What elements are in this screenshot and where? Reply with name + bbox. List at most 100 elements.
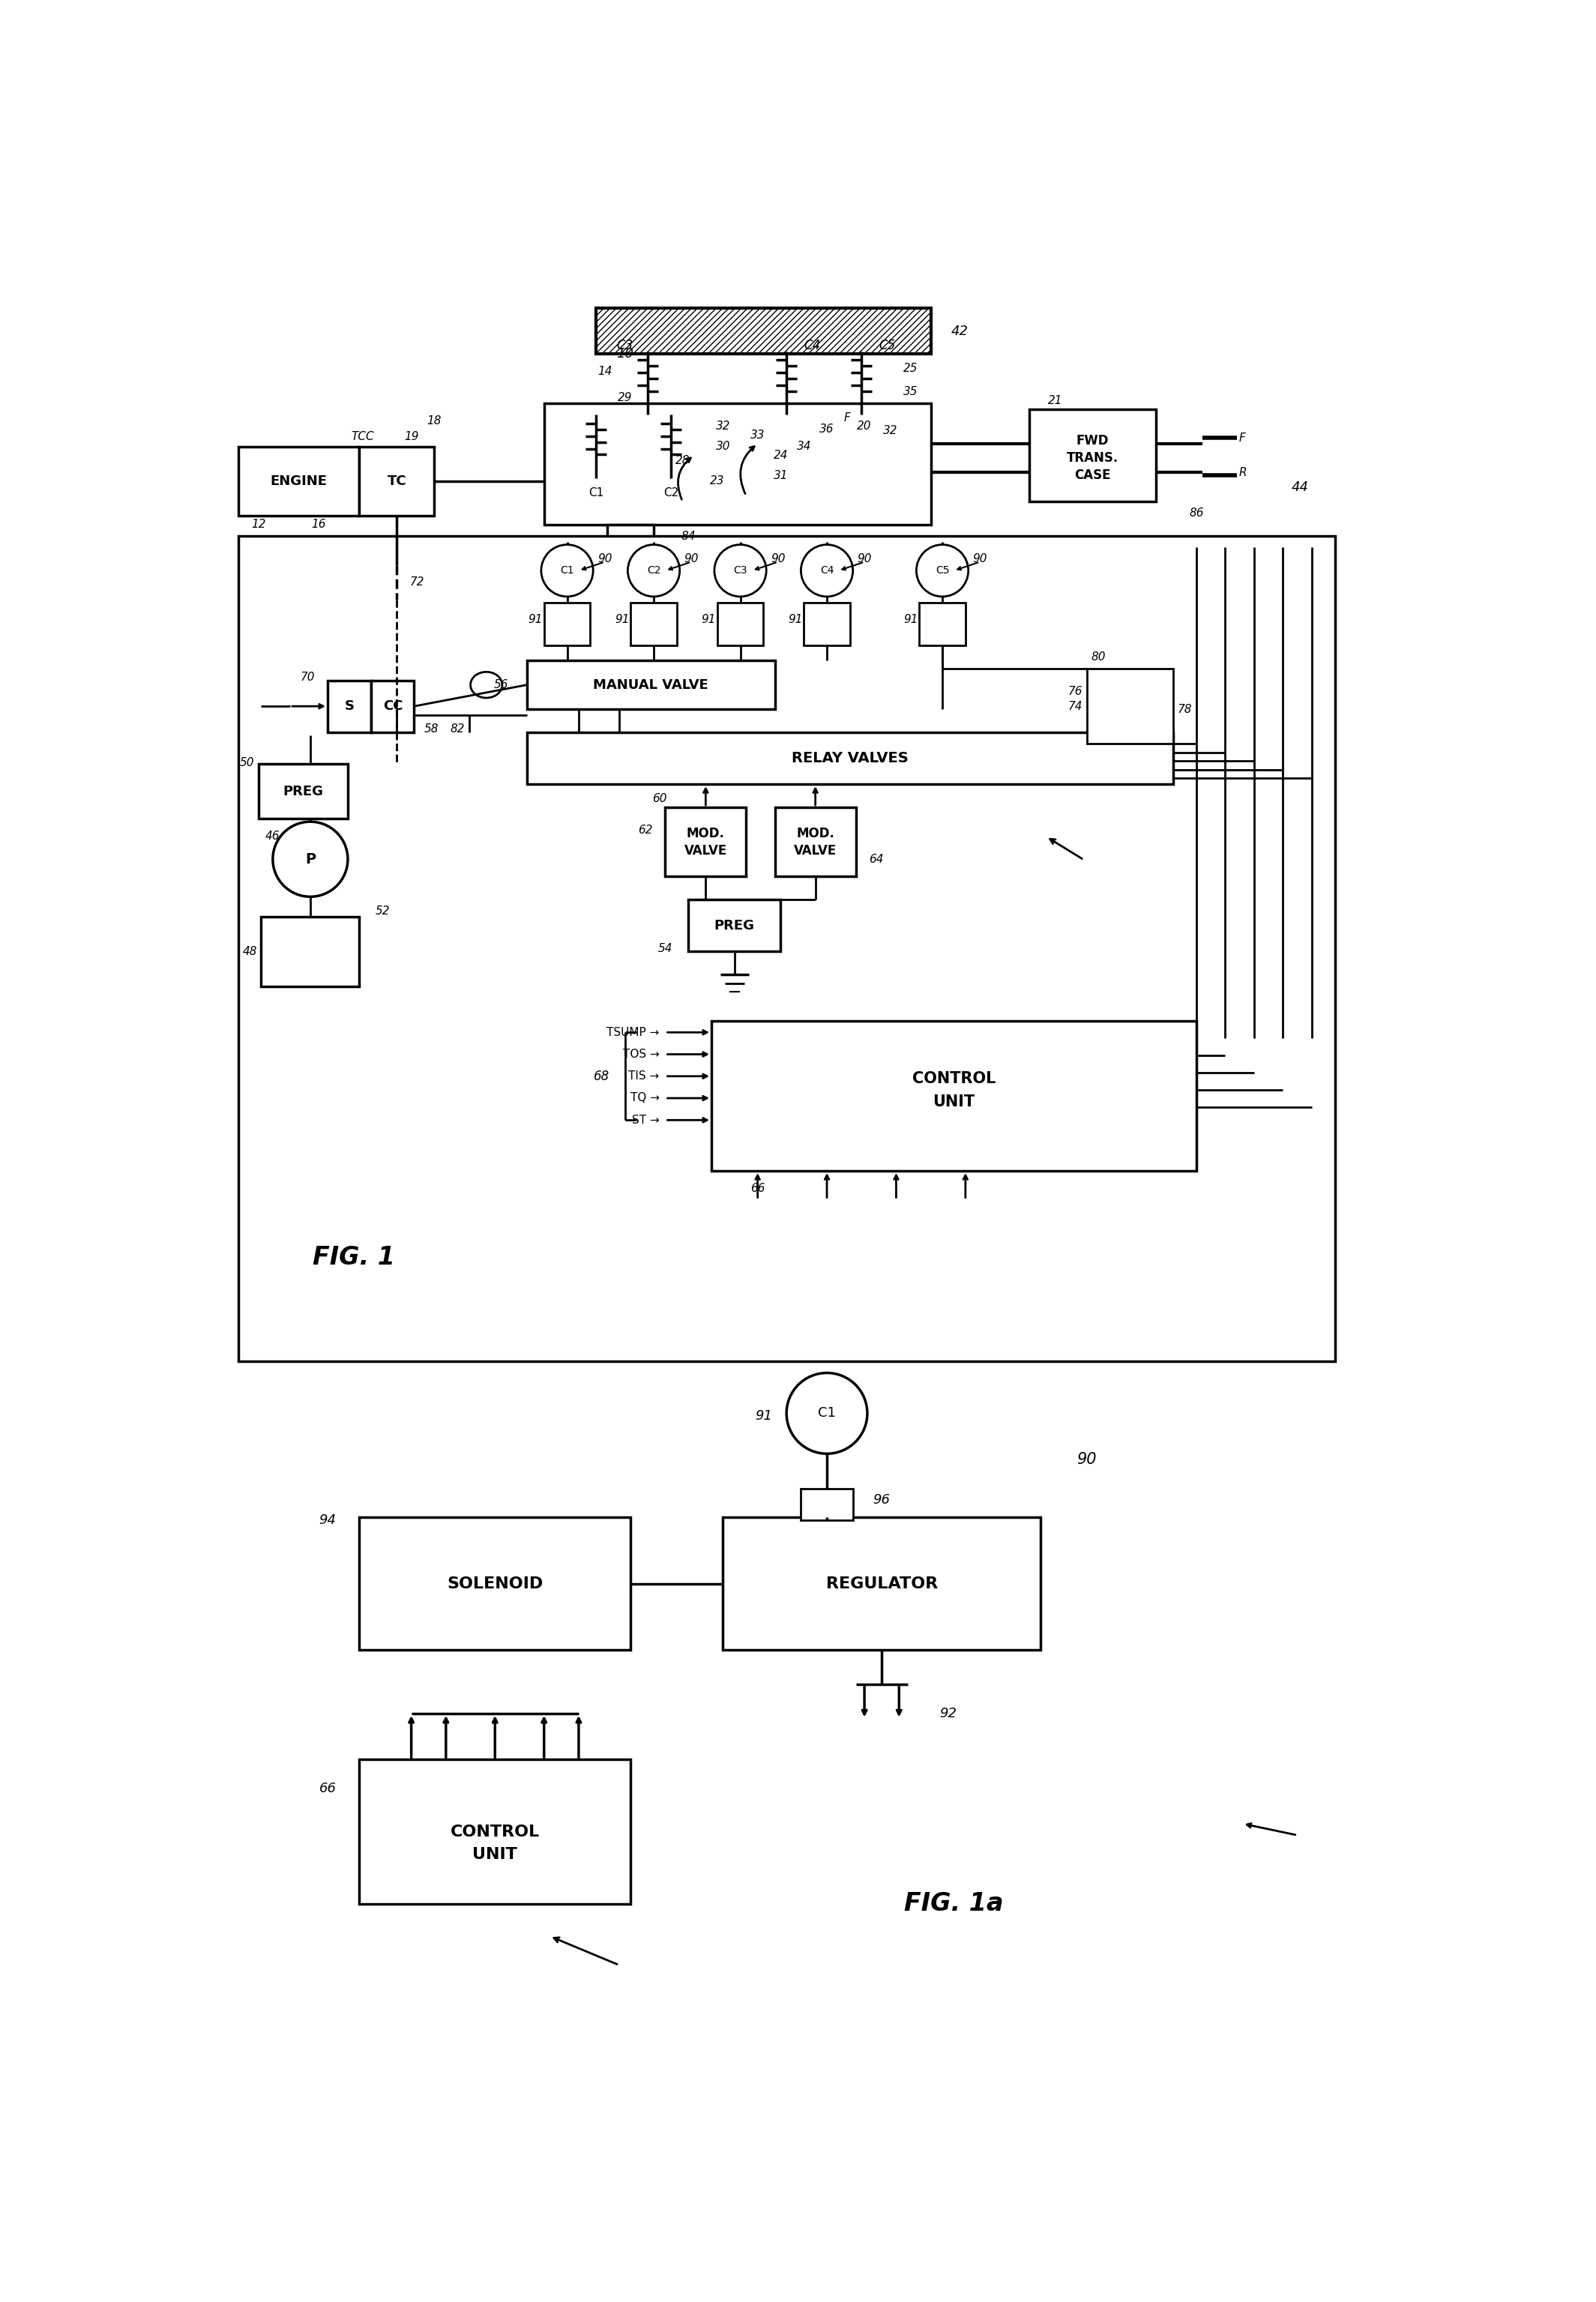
Text: 25: 25 [903,364,918,375]
Text: C5: C5 [879,338,895,352]
Bar [1029,410,1156,502]
Text: C2: C2 [664,488,678,497]
Bar [804,603,851,645]
Text: C1: C1 [817,1407,836,1420]
Circle shape [801,546,852,596]
Text: UNIT: UNIT [472,1846,517,1862]
Text: 90: 90 [1077,1453,1096,1466]
Text: 74: 74 [1068,700,1082,711]
Bar [544,403,930,525]
Text: TRANS.: TRANS. [1066,451,1119,465]
Text: 54: 54 [658,944,672,955]
Text: C1: C1 [560,566,575,576]
Bar [370,681,415,732]
Text: 14: 14 [597,366,611,378]
Text: FIG. 1a: FIG. 1a [905,1892,1004,1915]
Text: 90: 90 [685,552,699,564]
Text: 76: 76 [1068,686,1082,698]
Text: VALVE: VALVE [685,845,728,856]
Text: MANUAL VALVE: MANUAL VALVE [594,679,709,691]
Text: PREG: PREG [282,785,324,799]
Text: 91: 91 [614,615,629,626]
Text: 68: 68 [594,1070,610,1082]
Bar [527,661,776,709]
Text: 91: 91 [788,615,803,626]
Text: 64: 64 [868,854,883,866]
Text: 30: 30 [715,442,731,451]
Text: PREG: PREG [715,918,755,932]
Bar [723,1517,1041,1651]
Text: S: S [345,700,354,714]
Text: 50: 50 [239,757,254,769]
Text: 21: 21 [1047,394,1063,405]
Text: C5: C5 [935,566,950,576]
Bar [608,525,654,564]
Text: TIS →: TIS → [629,1070,659,1082]
Text: 82: 82 [450,723,464,734]
Bar [801,1489,852,1519]
Text: RELAY VALVES: RELAY VALVES [792,750,908,764]
Text: 86: 86 [1189,506,1203,518]
Text: 70: 70 [300,672,314,684]
Bar [262,916,359,985]
Text: C3: C3 [734,566,747,576]
Ellipse shape [471,672,503,698]
Text: FWD: FWD [1076,435,1109,447]
Text: 90: 90 [857,552,871,564]
Text: CONTROL: CONTROL [450,1823,539,1839]
Text: R: R [1238,467,1246,479]
Text: 80: 80 [1092,651,1106,663]
Circle shape [273,822,348,898]
Text: 66: 66 [750,1183,764,1195]
Text: 84: 84 [681,529,696,541]
Circle shape [916,546,969,596]
Text: 29: 29 [618,391,632,403]
Text: TQ →: TQ → [630,1093,659,1103]
Text: 46: 46 [265,831,279,843]
Text: 56: 56 [493,679,508,691]
Bar [776,808,855,877]
Text: CONTROL: CONTROL [913,1070,996,1087]
Text: 72: 72 [410,576,425,587]
Text: UNIT: UNIT [932,1093,975,1110]
Circle shape [541,546,594,596]
Text: TSUMP →: TSUMP → [606,1027,659,1038]
Text: 90: 90 [771,552,785,564]
Text: TCC: TCC [351,430,373,442]
Text: ST →: ST → [632,1114,659,1126]
Text: 91: 91 [528,615,543,626]
Text: 24: 24 [774,449,788,460]
Bar [259,764,348,820]
Text: 33: 33 [750,430,764,440]
Text: 52: 52 [375,905,389,916]
Text: 20: 20 [857,421,871,433]
Text: 19: 19 [404,430,418,442]
Text: 12: 12 [251,518,265,529]
Text: 32: 32 [883,426,897,437]
Text: VALVE: VALVE [793,845,836,856]
Text: 58: 58 [425,723,439,734]
Text: 91: 91 [903,615,918,626]
Bar [630,603,677,645]
Text: MOD.: MOD. [796,826,835,840]
Bar [327,681,370,732]
Bar [919,603,966,645]
Text: 90: 90 [972,552,988,564]
Text: 91: 91 [701,615,717,626]
Text: 18: 18 [428,414,442,426]
Text: F: F [844,412,851,424]
Bar [1087,668,1173,744]
Bar [359,1517,630,1651]
Circle shape [787,1372,867,1453]
Text: C1: C1 [589,488,603,497]
Text: REGULATOR: REGULATOR [825,1577,938,1591]
Text: C3: C3 [616,338,634,352]
Text: 42: 42 [951,325,969,338]
Text: 44: 44 [1291,481,1309,493]
Bar [527,732,1173,785]
Text: TC: TC [388,474,407,488]
Bar [712,1020,1197,1172]
Text: 32: 32 [715,421,731,433]
Text: 31: 31 [774,470,788,481]
Text: SOLENOID: SOLENOID [447,1577,543,1591]
